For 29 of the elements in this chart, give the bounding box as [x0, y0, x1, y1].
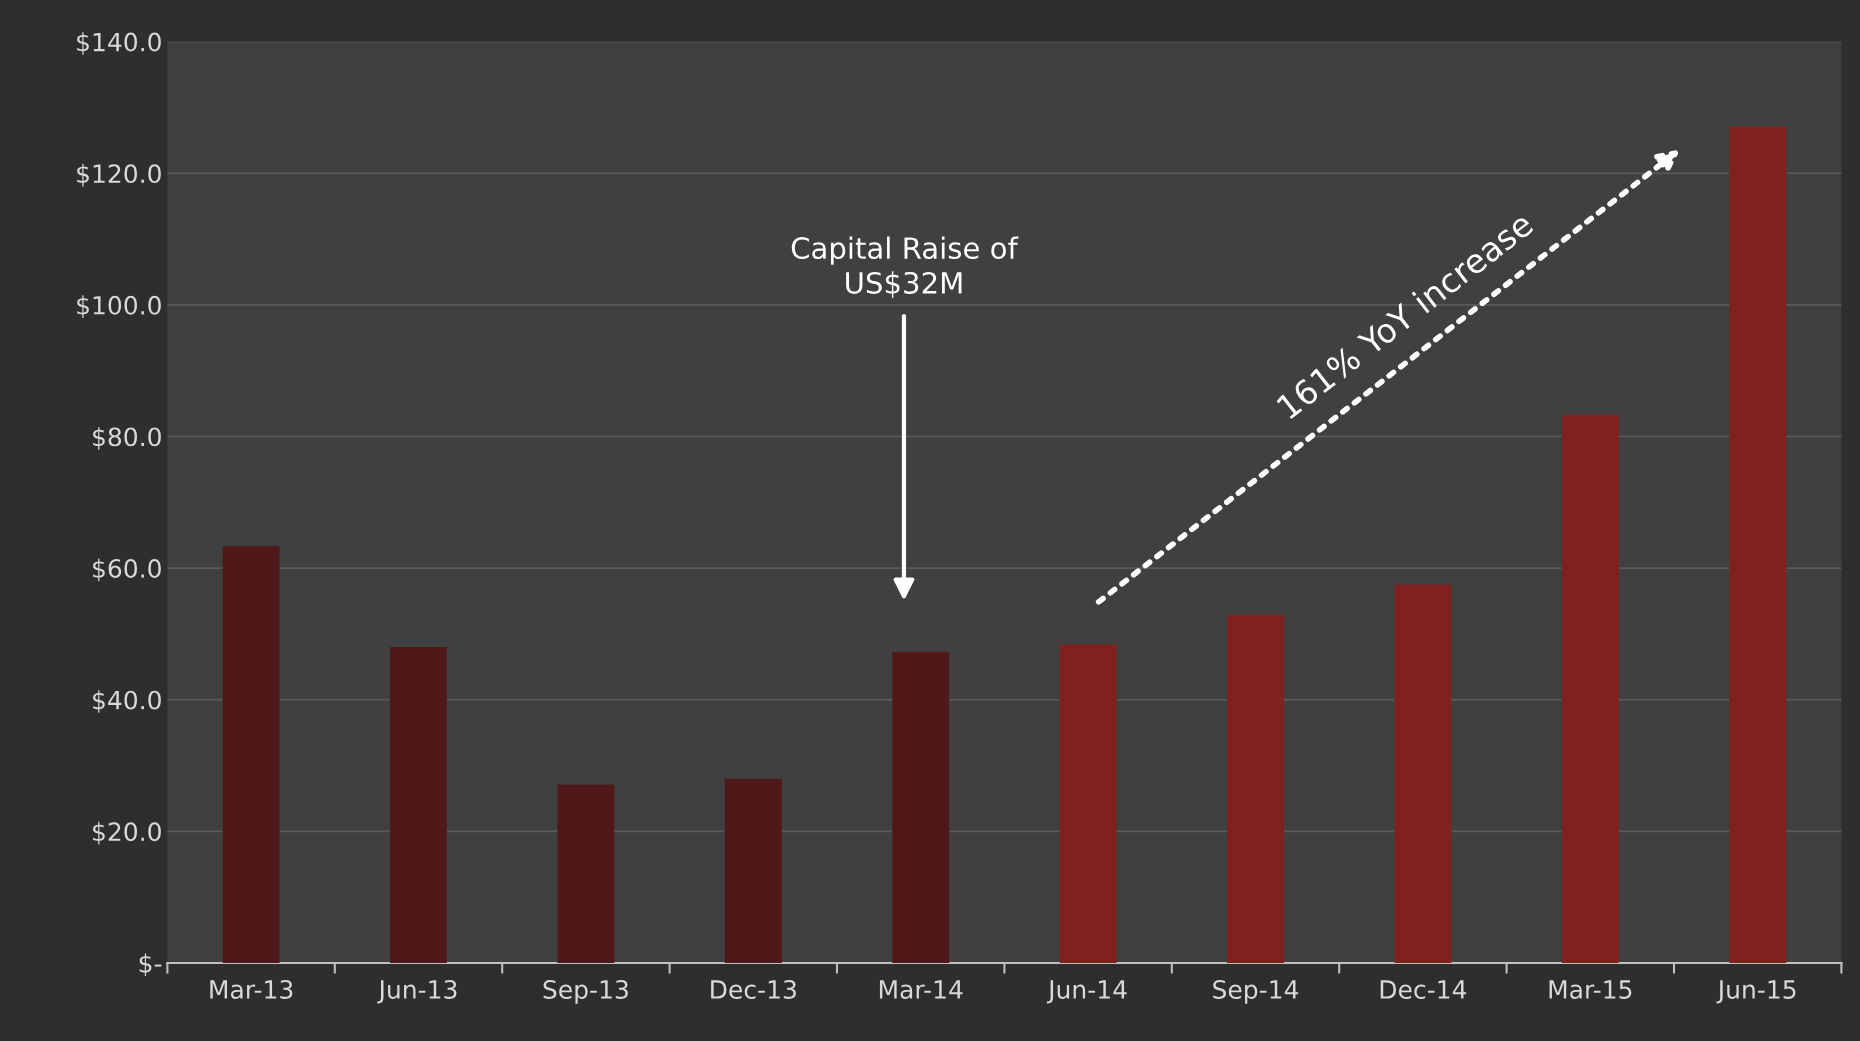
x-tick-label: Jun-15 [1716, 980, 1796, 1004]
y-tick-label: $- [139, 953, 162, 977]
bar [222, 546, 280, 963]
x-tick-label: Jun-13 [377, 980, 457, 1004]
x-tick-label: Sep-14 [1213, 980, 1299, 1004]
bar [1729, 126, 1787, 963]
bar [892, 651, 950, 963]
x-tick-label: Dec-14 [1380, 980, 1467, 999]
x-tick-label: Mar-14 [879, 980, 963, 999]
y-tick-label: $80.0 [93, 426, 161, 450]
bar [390, 647, 447, 963]
bar [557, 784, 615, 963]
bar [1059, 644, 1117, 963]
y-tick-label: $140.0 [77, 32, 161, 55]
x-tick-label: Mar-15 [1549, 980, 1632, 999]
bar [1227, 614, 1284, 963]
y-tick-label: $20.0 [93, 821, 161, 845]
bar [1394, 584, 1452, 963]
x-tick-label: Dec-13 [711, 980, 796, 999]
y-tick-label: $60.0 [93, 558, 161, 582]
y-tick-label: $120.0 [77, 163, 161, 187]
x-tick-label: Jun-14 [1046, 980, 1127, 1004]
y-tick-label: $40.0 [93, 690, 161, 713]
annotation: Capital Raise of US$32M [791, 236, 1019, 298]
bar [1561, 414, 1619, 963]
x-tick-label: Sep-13 [543, 980, 628, 1004]
x-tick-label: Mar-13 [210, 980, 293, 999]
y-tick-label: $100.0 [77, 295, 161, 319]
bar [724, 778, 782, 963]
